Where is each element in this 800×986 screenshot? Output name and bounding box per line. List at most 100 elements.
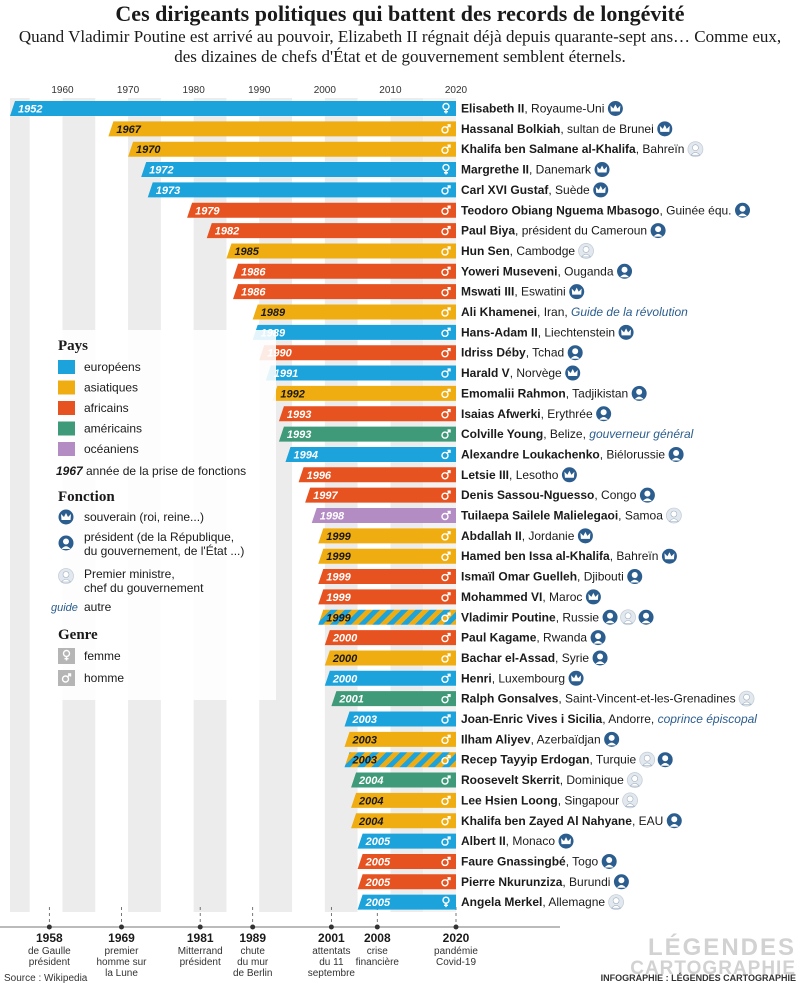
event-description: président bbox=[180, 957, 221, 968]
start-year-label: 2000 bbox=[332, 673, 358, 685]
head-shape bbox=[643, 612, 650, 619]
leader-name: Mswati III bbox=[461, 285, 514, 299]
leader-row: 1973 Carl XVI Gustaf, Suède bbox=[147, 182, 609, 198]
leader-row: 2000 Bachar el-Assad, Syrie bbox=[324, 650, 608, 666]
leader-name: Isaias Afwerki bbox=[461, 407, 541, 421]
male-symbol-arrow bbox=[446, 510, 451, 515]
male-symbol bbox=[441, 288, 449, 297]
male-symbol-arrow bbox=[446, 388, 451, 393]
prime-minister-icon bbox=[622, 792, 638, 809]
leader-row: 2000 Henri, Luxembourg bbox=[324, 670, 584, 686]
shoulders-shape bbox=[595, 661, 605, 664]
leader-country: , Lesotho bbox=[509, 468, 559, 482]
leader-label: Elisabeth II, Royaume-Uni bbox=[461, 102, 604, 116]
male-symbol bbox=[441, 594, 449, 602]
leader-label: Paul Kagame, Rwanda bbox=[461, 631, 587, 645]
start-year-label: 2005 bbox=[365, 856, 391, 868]
leader-label: Carl XVI Gustaf, Suède bbox=[461, 183, 590, 197]
leader-name: Hassanal Bolkiah bbox=[461, 122, 560, 136]
crown-shape bbox=[567, 369, 578, 377]
leader-country: , Jordanie bbox=[522, 529, 575, 543]
leader-name: Harald V bbox=[461, 366, 510, 380]
shoulders-shape bbox=[641, 620, 651, 624]
president-icon bbox=[613, 874, 629, 890]
male-symbol-arrow bbox=[446, 286, 451, 291]
legend-pays-title: Pays bbox=[58, 338, 88, 354]
leader-country: , Iran, bbox=[537, 305, 571, 319]
leader-function: Guide de la révolution bbox=[571, 305, 688, 319]
male-symbol-arrow bbox=[446, 307, 451, 312]
leader-country: , Norvège bbox=[510, 366, 562, 380]
chart-title: Ces dirigeants politiques qui battent de… bbox=[115, 1, 685, 26]
crown-icon bbox=[594, 162, 610, 178]
male-symbol bbox=[441, 675, 449, 683]
shoulders-shape bbox=[622, 620, 634, 624]
start-year-label: 1986 bbox=[241, 266, 266, 278]
leader-label: Margrethe II, Danemark bbox=[461, 163, 592, 177]
male-symbol bbox=[441, 146, 449, 154]
crown-icon bbox=[593, 182, 609, 198]
leader-label: Letsie III, Lesotho bbox=[461, 468, 559, 482]
leader-row: 1999 Abdallah II, Jordanie bbox=[318, 528, 593, 544]
shoulders-shape bbox=[604, 864, 614, 868]
leader-label: Pierre Nkurunziza, Burundi bbox=[461, 875, 610, 889]
credit-note: INFOGRAPHIE : LÉGENDES CARTOGRAPHIE bbox=[601, 973, 796, 983]
leader-function: gouverneur général bbox=[589, 427, 693, 441]
leader-row: 1998 Tuilaepa Sailele Malielegaoi, Samoa bbox=[311, 507, 682, 524]
leader-bar bbox=[128, 141, 456, 157]
president-icon bbox=[590, 630, 606, 646]
male-symbol-arrow bbox=[446, 225, 451, 230]
leader-country: , Djibouti bbox=[577, 570, 624, 584]
leader-label: Hun Sen, Cambodge bbox=[461, 244, 575, 258]
shoulders-shape bbox=[690, 152, 701, 156]
leader-bar bbox=[357, 894, 456, 910]
male-symbol bbox=[441, 553, 449, 561]
head-shape bbox=[582, 246, 590, 253]
x-tick-label: 2020 bbox=[445, 85, 468, 96]
leader-name: Hans-Adam II bbox=[461, 325, 538, 339]
leader-label: Denis Sassou-Nguesso, Congo bbox=[461, 488, 637, 502]
crown-shape bbox=[610, 104, 621, 112]
leader-row: 1997 Denis Sassou-Nguesso, Congo bbox=[305, 487, 655, 503]
start-year-label: 2005 bbox=[365, 836, 391, 848]
president-icon bbox=[627, 569, 643, 585]
head-shape bbox=[743, 693, 750, 701]
event-marker bbox=[119, 924, 124, 930]
leader-row: 1989 Ali Khamenei, Iran, Guide de la révo… bbox=[252, 304, 688, 320]
male-symbol bbox=[441, 777, 449, 785]
male-symbol-arrow bbox=[446, 429, 451, 434]
legend-pm-line: Premier ministre, bbox=[84, 567, 175, 581]
leader-bar bbox=[226, 243, 456, 259]
leader-name: Khalifa ben Zayed Al Nahyane bbox=[461, 814, 632, 828]
crown-icon bbox=[561, 467, 577, 483]
president-icon bbox=[638, 609, 654, 625]
leader-label: Albert II, Monaco bbox=[461, 834, 555, 848]
male-symbol-arrow bbox=[446, 816, 451, 821]
shoulders-shape bbox=[634, 396, 644, 400]
event-description: attentats bbox=[312, 946, 350, 957]
leader-name: Emomalii Rahmon bbox=[461, 386, 566, 400]
legend-guide-sample: guide bbox=[51, 602, 78, 614]
start-year-label: 2004 bbox=[358, 816, 383, 828]
male-symbol bbox=[441, 533, 449, 541]
start-year-label: 2001 bbox=[338, 694, 363, 706]
male-symbol bbox=[61, 675, 70, 683]
start-year-label: 2003 bbox=[352, 714, 377, 726]
decade-band bbox=[423, 98, 456, 912]
male-symbol-arrow bbox=[446, 449, 451, 454]
leader-bar bbox=[311, 508, 456, 523]
president-icon bbox=[617, 263, 633, 279]
crown-shape bbox=[580, 531, 591, 539]
shoulders-shape bbox=[570, 355, 580, 359]
leader-name: Abdallah II bbox=[461, 529, 522, 543]
shoulders-shape bbox=[580, 253, 592, 258]
leader-country: , Monaco bbox=[506, 834, 556, 848]
leader-name: Angela Merkel bbox=[461, 895, 542, 909]
leader-name: Mohammed VI bbox=[461, 590, 542, 604]
shoulders-shape bbox=[671, 457, 681, 461]
start-year-label: 1992 bbox=[280, 388, 304, 400]
leader-label: Mswati III, Eswatini bbox=[461, 285, 566, 299]
leader-bar bbox=[351, 772, 456, 788]
event-marker bbox=[328, 924, 334, 930]
